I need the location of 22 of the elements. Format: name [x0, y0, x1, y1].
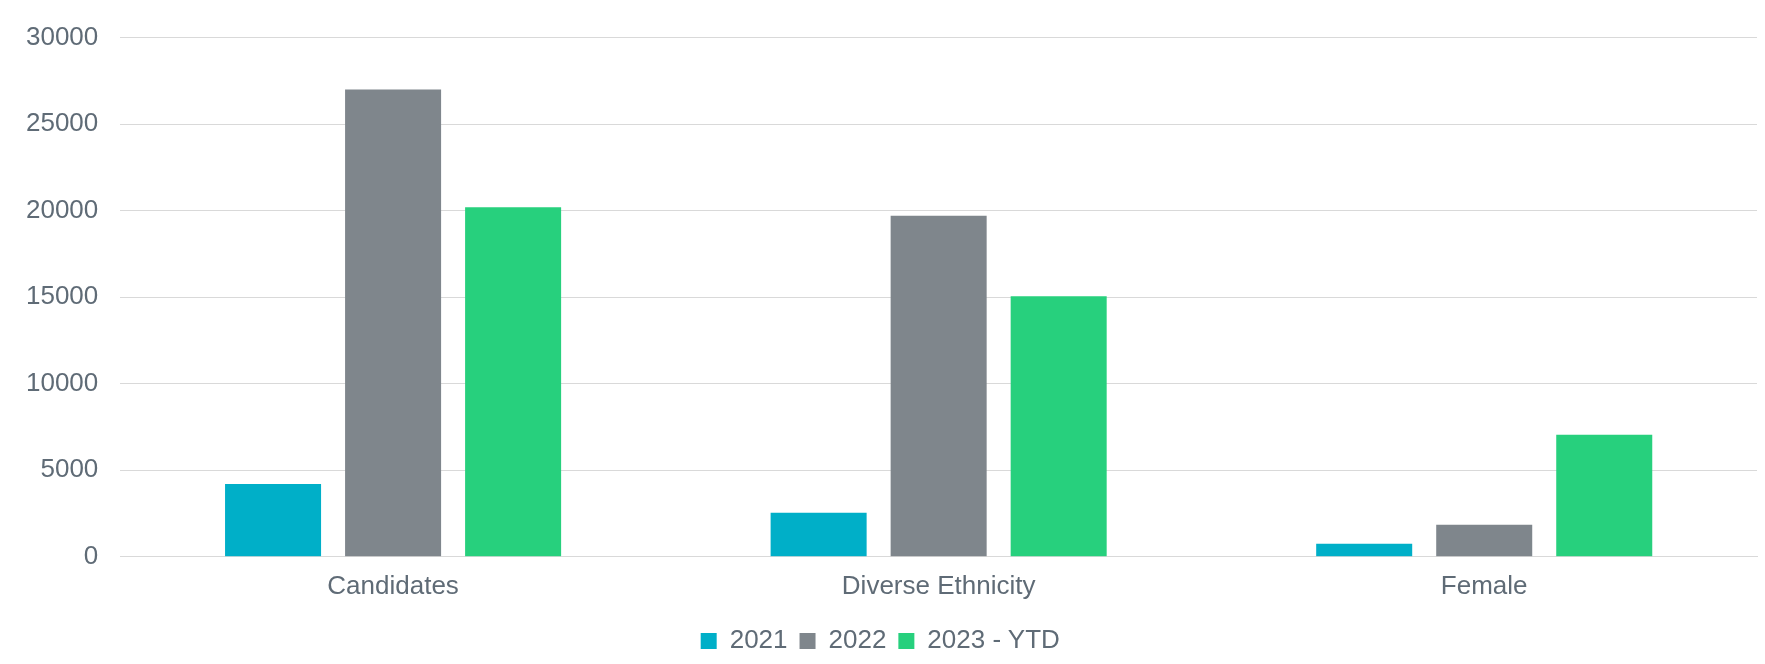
bar: [1010, 296, 1107, 557]
y-tick-label: 10000: [25, 366, 99, 397]
bar: [890, 215, 987, 557]
legend-label: 2022: [828, 624, 887, 655]
bar: [345, 89, 442, 557]
y-tick-label: 15000: [25, 280, 99, 311]
y-tick-label: 5000: [40, 453, 99, 484]
y-tick-label: 20000: [25, 193, 99, 224]
x-tick-label: Candidates: [327, 569, 459, 600]
y-tick-label: 0: [83, 539, 99, 570]
y-tick-label: 30000: [25, 20, 99, 51]
y-tick-label: 25000: [25, 107, 99, 138]
x-tick-label: Diverse Ethnicity: [841, 569, 1036, 600]
x-tick-label: Female: [1440, 569, 1528, 600]
legend-label: 2021: [729, 624, 788, 655]
bar: [1436, 524, 1533, 557]
bar: [465, 207, 562, 557]
bar: [770, 512, 867, 557]
bar: [1556, 434, 1653, 557]
bar: [1316, 543, 1413, 557]
bar: [225, 484, 322, 557]
legend-label: 2023 - YTD: [927, 624, 1060, 655]
